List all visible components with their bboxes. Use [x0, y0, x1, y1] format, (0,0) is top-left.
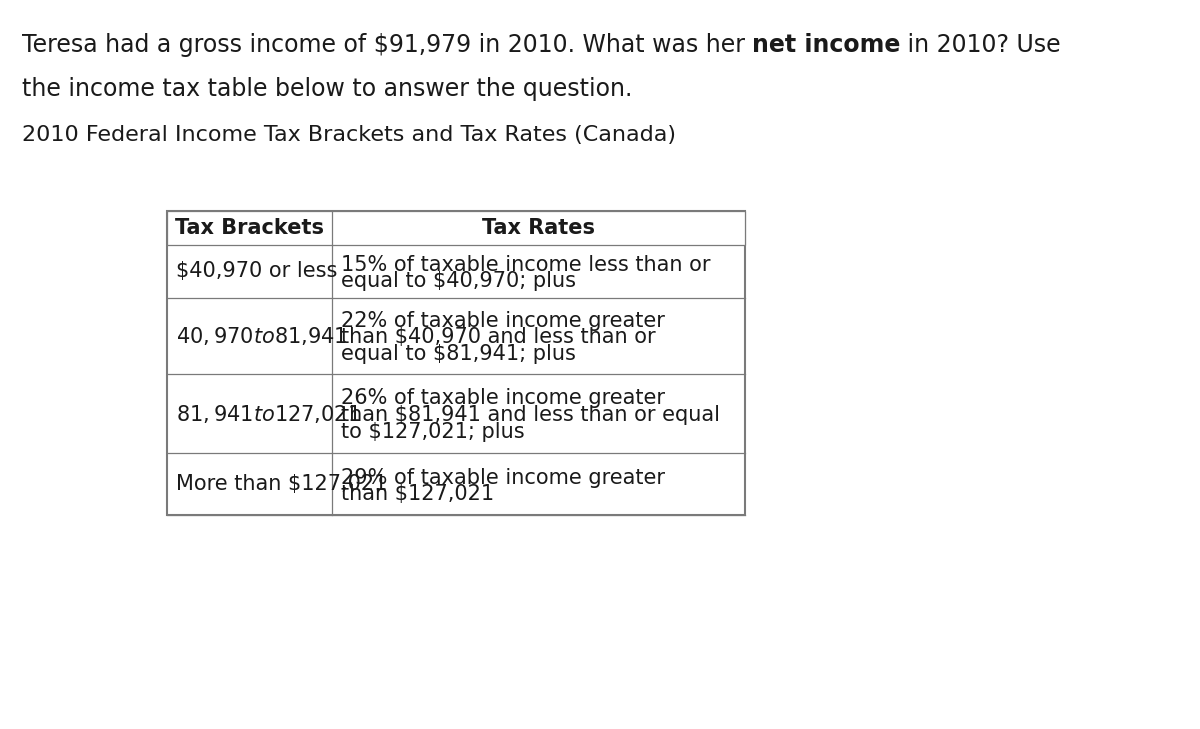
Text: than $127,021: than $127,021	[341, 484, 494, 504]
Text: equal to $81,941; plus: equal to $81,941; plus	[341, 344, 576, 364]
Text: Tax Rates: Tax Rates	[482, 218, 595, 238]
Text: 2010 Federal Income Tax Brackets and Tax Rates (Canada): 2010 Federal Income Tax Brackets and Tax…	[22, 125, 676, 145]
Text: 29% of taxable income greater: 29% of taxable income greater	[341, 467, 665, 488]
Text: $40,970 to $81,941: $40,970 to $81,941	[176, 325, 347, 347]
Text: Teresa had a gross income of $91,979 in 2010. What was her: Teresa had a gross income of $91,979 in …	[22, 33, 752, 57]
Text: equal to $40,970; plus: equal to $40,970; plus	[341, 271, 576, 292]
Text: $81,941 to $127,021: $81,941 to $127,021	[176, 402, 360, 424]
Text: than $81,941 and less than or equal: than $81,941 and less than or equal	[341, 405, 720, 425]
Text: net income: net income	[752, 33, 900, 57]
Text: $40,970 or less: $40,970 or less	[176, 261, 337, 281]
Text: More than $127,021: More than $127,021	[176, 475, 388, 494]
Bar	[167, 211, 745, 245]
Text: than $40,970 and less than or: than $40,970 and less than or	[341, 327, 655, 348]
Text: Tax Brackets: Tax Brackets	[175, 218, 324, 238]
Text: 22% of taxable income greater: 22% of taxable income greater	[341, 311, 665, 331]
Text: the income tax table below to answer the question.: the income tax table below to answer the…	[22, 77, 632, 101]
Text: 26% of taxable income greater: 26% of taxable income greater	[341, 389, 665, 408]
Text: in 2010? Use: in 2010? Use	[900, 33, 1061, 57]
Text: 15% of taxable income less than or: 15% of taxable income less than or	[341, 254, 710, 275]
Text: to $127,021; plus: to $127,021; plus	[341, 422, 524, 442]
Bar	[167, 211, 745, 515]
